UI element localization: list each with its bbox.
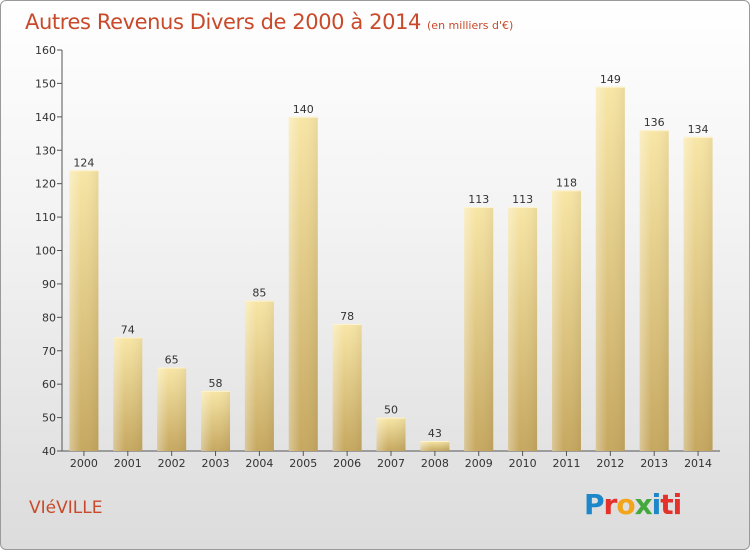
value-label: 85 xyxy=(252,287,266,300)
logo-letter: ti xyxy=(660,488,682,521)
commune-name: VIéVILLE xyxy=(29,498,103,518)
y-tick-label: 80 xyxy=(42,311,56,324)
x-tick-label: 2006 xyxy=(333,457,361,470)
x-tick-label: 2012 xyxy=(596,457,624,470)
x-tick-label: 2007 xyxy=(377,457,405,470)
x-tick-label: 2009 xyxy=(465,457,493,470)
logo-letter: r xyxy=(603,488,618,521)
bar-shade xyxy=(464,207,494,451)
y-tick-label: 130 xyxy=(35,144,56,157)
bar-shade xyxy=(69,170,99,452)
bar-shade xyxy=(551,190,581,451)
bar-shade xyxy=(508,207,538,451)
proxiti-logo: Proxiti xyxy=(584,488,682,521)
bar-shade xyxy=(683,136,713,451)
value-label: 140 xyxy=(293,103,314,116)
x-tick-label: 2008 xyxy=(421,457,449,470)
value-label: 149 xyxy=(600,73,621,86)
value-label: 65 xyxy=(165,353,179,366)
value-label: 124 xyxy=(73,156,94,169)
y-tick-label: 150 xyxy=(35,77,56,90)
x-tick-label: 2002 xyxy=(158,457,186,470)
value-label: 58 xyxy=(209,377,223,390)
y-tick-label: 40 xyxy=(42,445,56,458)
y-axis: 40 50 60 70 80 90 100 110 120 130 140 150 160 xyxy=(35,44,63,458)
value-label: 118 xyxy=(556,176,577,189)
y-tick-label: 60 xyxy=(42,378,56,391)
value-label: 78 xyxy=(340,310,354,323)
logo-letter: x xyxy=(634,488,653,521)
value-label: 113 xyxy=(512,193,533,206)
value-label: 74 xyxy=(121,323,135,336)
x-axis: 2000 2001 2002 2003 2004 2005 2006 2007 2008 2009… xyxy=(62,450,720,470)
bar-shade xyxy=(157,367,187,451)
chart-subtitle: (en milliers d'€) xyxy=(427,19,514,32)
x-tick-label: 2001 xyxy=(114,457,142,470)
x-tick-label: 2011 xyxy=(552,457,580,470)
bars xyxy=(69,86,713,452)
logo-letter: P xyxy=(584,488,605,521)
value-label: 50 xyxy=(384,404,398,417)
x-tick-label: 2005 xyxy=(289,457,317,470)
value-label: 43 xyxy=(428,427,442,440)
chart-title: Autres Revenus Divers de 2000 à 2014 (en … xyxy=(25,10,513,34)
value-label: 113 xyxy=(468,193,489,206)
value-labels: 124 74 65 58 85 140 78 50 43 113 113 118 149 136 134 xyxy=(73,73,708,440)
logo-letter: o xyxy=(616,488,635,521)
bar-shade xyxy=(376,417,406,451)
bar-shade xyxy=(595,86,625,451)
bar-shade xyxy=(244,300,274,451)
bar-shade xyxy=(420,440,450,451)
y-tick-label: 90 xyxy=(42,278,56,291)
x-tick-label: 2004 xyxy=(245,457,273,470)
y-tick-label: 100 xyxy=(35,245,56,258)
chart-title-text: Autres Revenus Divers de 2000 à 2014 xyxy=(25,10,422,34)
bar-shade xyxy=(332,324,362,451)
value-label: 136 xyxy=(644,116,665,129)
y-tick-label: 110 xyxy=(35,211,56,224)
x-tick-label: 2013 xyxy=(640,457,668,470)
y-tick-label: 120 xyxy=(35,178,56,191)
y-tick-label: 70 xyxy=(42,345,56,358)
x-tick-label: 2014 xyxy=(684,457,712,470)
y-tick-label: 140 xyxy=(35,111,56,124)
bar-shade xyxy=(201,390,231,451)
value-label: 134 xyxy=(688,123,709,136)
logo-letter: i xyxy=(651,488,662,521)
x-tick-label: 2003 xyxy=(202,457,230,470)
bar-shade xyxy=(288,116,318,451)
y-tick-label: 160 xyxy=(35,44,56,57)
bar-shade xyxy=(113,337,143,451)
bar-shade xyxy=(639,130,669,451)
y-tick-label: 50 xyxy=(42,412,56,425)
x-tick-label: 2000 xyxy=(70,457,98,470)
x-tick-label: 2010 xyxy=(509,457,537,470)
